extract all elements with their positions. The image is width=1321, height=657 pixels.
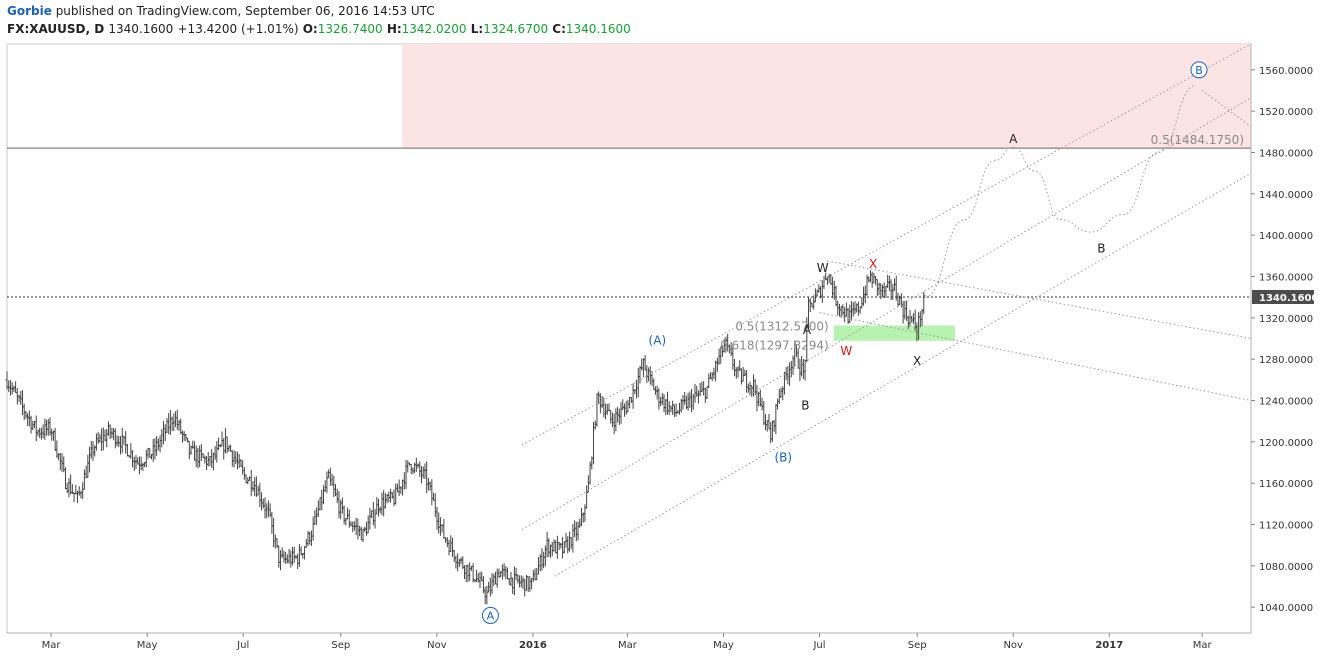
drawings-layer [7,43,1252,577]
symbol-info: FX:XAUUSD, D 1340.1600 +13.4200 (+1.01%)… [7,22,631,36]
price-axis-label: 1080.0000 [1259,562,1313,573]
time-axis-label: May [713,640,734,651]
high-label: H: [386,22,402,36]
published-text: published on TradingView.com, September … [55,4,435,18]
wave-label: A [1009,132,1018,146]
channel-line [819,312,1252,401]
time-axis-label: Sep [331,640,350,651]
wave-label: B [1097,242,1105,256]
wave-label: W [840,344,852,358]
low-label: L: [470,22,484,36]
price-axis-label: 1520.0000 [1259,107,1313,118]
price-axis-label: 1040.0000 [1259,603,1313,614]
wave-label-circle [481,606,499,624]
time-axis-label: Mar [42,640,62,651]
time-axis-label: Sep [908,640,927,651]
channel-line [521,97,1252,531]
chart-header: Gorbie published on TradingView.com, Sep… [0,0,1321,44]
price-change: +13.4200 (+1.01%) [177,22,299,36]
support-zone [833,325,955,341]
time-axis-label: Nov [427,640,447,651]
time-axis[interactable]: Mar May Jul Sep Nov 2016 Mar May Jul Sep Nov 2017 Ma… [7,632,1251,651]
wave-label: B [1195,64,1203,77]
wave-label: (A) [649,334,667,348]
wave-label: A [803,323,812,337]
price-axis-label: 1160.0000 [1259,479,1313,490]
price-axis-label: 1120.0000 [1259,521,1313,532]
publish-info: Gorbie published on TradingView.com, Sep… [7,4,435,18]
price-axis[interactable]: 1040.0000 1080.0000 1120.0000 1160.0000 1200… [1250,44,1319,633]
close-value: 1340.1600 [565,22,631,36]
low-value: 1324.6700 [483,22,549,36]
resistance-zone [402,44,1251,149]
wave-labels-layer: 0.5(1484.1750) 0.5(1312.5700) 0.618(1297.8… [481,61,1244,624]
projection-path [924,84,1196,298]
time-axis-label: Jul [812,640,825,651]
wave-label: X [913,354,921,368]
channel-line [521,43,1252,446]
fib-resistance-label: 0.5(1484.1750) [1151,133,1244,147]
price-axis-label: 1480.0000 [1259,149,1313,160]
last-price: 1340.1600 [108,22,174,36]
time-axis-label: 2016 [519,640,547,651]
price-axis-label: 1360.0000 [1259,273,1313,284]
fib-support-label-a: 0.5(1312.5700) [735,320,828,334]
price-axis-label: 1240.0000 [1259,397,1313,408]
time-axis-label: Mar [618,640,638,651]
price-axis-label: 1200.0000 [1259,438,1313,449]
time-axis-label: Nov [1003,640,1023,651]
wave-label: (B) [775,450,793,464]
price-bars-layer [5,270,926,605]
price-axis-label: 1320.0000 [1259,314,1313,325]
time-axis-label: May [137,640,158,651]
time-axis-label: 2017 [1095,640,1123,651]
time-axis-label: Jul [236,640,249,651]
close-label: C: [552,22,566,36]
symbol-label: FX:XAUUSD, D [7,22,105,36]
open-label: O: [302,22,318,36]
price-axis-label: 1280.0000 [1259,355,1313,366]
wave-label: B [801,399,809,413]
time-axis-label: Mar [1193,640,1213,651]
last-price-badge [1252,290,1314,305]
last-price-badge-text: 1340.1600 [1259,293,1319,304]
wave-label: W [817,261,829,275]
wave-label-circle [1190,61,1208,79]
zones-layer [7,44,1251,341]
price-axis-label: 1400.0000 [1259,231,1313,242]
price-axis-label: 1560.0000 [1259,66,1313,77]
author-link[interactable]: Gorbie [7,4,52,18]
wave-label: A [487,609,495,622]
high-value: 1342.0200 [401,22,467,36]
open-value: 1326.7400 [317,22,383,36]
fib-support-label-b: 0.618(1297.8294) [720,339,829,353]
wave-label: X [869,257,877,271]
price-axis-label: 1440.0000 [1259,190,1313,201]
